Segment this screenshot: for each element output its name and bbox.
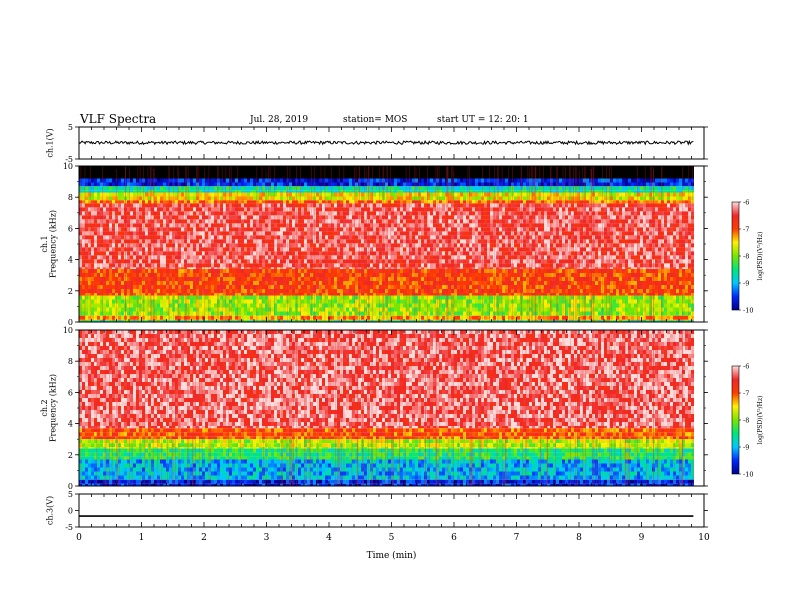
ch2-spectrogram-colorbar-tick: -8: [743, 417, 749, 425]
ch2-spectrogram-y-axis: 0 2 4 6 8 10 ch.2Frequency (kHz): [40, 326, 708, 491]
ch1-waveform-trace: [78, 139, 694, 146]
ch2-spectrogram-colorbar: -6 -7 -8 -9 -10 log(PSD)(V²/Hz): [731, 363, 764, 479]
ch2-spectrogram-image: [79, 330, 694, 486]
ch1-spectrogram-colorbar-tick: -6: [743, 199, 749, 207]
ch1-spectrogram-y-axis: 0 2 4 6 8 10 ch.1Frequency (kHz): [40, 162, 708, 327]
ch2-spectrogram-ytick-label: 8: [68, 357, 73, 366]
chart-title: VLF Spectra: [80, 112, 157, 126]
ch1-spectrogram-ytick-label: 8: [68, 193, 73, 202]
ch2-spectrogram-colorbar-tick: -10: [743, 471, 753, 479]
xtick-label: 3: [264, 533, 270, 543]
ch1-spectrogram-ytick-label: 2: [68, 287, 73, 296]
xtick-label: 5: [389, 533, 395, 543]
ch2-spectrogram-ylabel: ch.2Frequency (kHz): [40, 374, 58, 442]
ch1-spectrogram-colorbar-label: log(PSD)(V²/Hz): [757, 232, 764, 281]
ch2-spectrogram-colorbar-tick: -9: [743, 444, 749, 452]
header-station: station= MOS: [343, 115, 408, 125]
ch2-spectrogram-ytick-label: 2: [68, 451, 73, 460]
ch3-waveform-ytick-label: 0: [68, 507, 73, 516]
xtick-label: 0: [76, 533, 82, 543]
ch1-spectrogram-colorbar-scale: [731, 201, 740, 311]
ch1-waveform-panel: [78, 126, 705, 160]
time-axis-label: Time (min): [367, 550, 417, 561]
ch1-spectrogram-image: [79, 166, 694, 322]
ch1-spectrogram-ytick-label: 0: [68, 318, 73, 327]
ch1-waveform-ytick-label: -5: [65, 155, 73, 164]
ch2-spectrogram-ytick-label: 0: [68, 482, 73, 491]
ch1-waveform-ytick-label: 5: [68, 123, 73, 132]
xtick-label: 8: [576, 533, 582, 543]
time-axis: 0 1 2 3 4 5 6 7 8 9 10 Time (min): [76, 533, 710, 561]
ch3-waveform-ytick-label: 5: [68, 490, 73, 499]
ch2-spectrogram-colorbar-tick: -6: [743, 363, 749, 371]
ch1-spectrogram-colorbar-tick: -10: [743, 307, 753, 315]
time-axis-ticks: [78, 166, 705, 322]
header-start-time: start UT = 12: 20: 1: [437, 115, 529, 125]
ch2-spectrogram-ytick-label: 6: [68, 388, 73, 397]
ch1-spectrogram-colorbar-tick: -9: [743, 280, 749, 288]
ch2-spectrogram-colorbar-tick: -7: [743, 390, 749, 398]
xtick-label: 10: [698, 533, 710, 543]
ch2-spectrogram-ytick-label: 4: [68, 420, 73, 429]
xtick-label: 1: [139, 533, 145, 543]
ch1-spectrogram-ylabel: ch.1Frequency (kHz): [40, 210, 58, 278]
ch3-waveform-ylabel: ch.3(V): [45, 496, 54, 525]
time-axis-ticks: [78, 494, 705, 527]
xtick-label: 9: [639, 533, 645, 543]
ch2-spectrogram-colorbar-scale: [731, 365, 740, 475]
xtick-label: 4: [326, 533, 332, 543]
ch1-spectrogram-colorbar-tick: -7: [743, 226, 749, 234]
header-date: Jul. 28, 2019: [250, 115, 309, 125]
ch1-spectrogram-colorbar: -6 -7 -8 -9 -10 log(PSD)(V²/Hz): [731, 199, 764, 315]
time-axis-ticks: [78, 330, 705, 486]
ch3-waveform-ytick-label: -5: [65, 523, 73, 532]
ch1-waveform-ylabel: ch.1(V): [45, 128, 54, 157]
ch2-spectrogram-panel: [78, 329, 705, 487]
ch1-spectrogram-ytick-label: 10: [63, 162, 73, 171]
ch2-spectrogram-ytick-label: 10: [63, 326, 73, 335]
ch1-spectrogram-ytick-label: 6: [68, 224, 73, 233]
ch3-waveform-y-axis: 5 0 -5 ch.3(V): [45, 490, 708, 532]
xtick-label: 6: [451, 533, 457, 543]
time-axis-ticks: [78, 127, 705, 159]
ch1-waveform-y-axis: 5 -5 ch.1(V): [45, 123, 708, 164]
xtick-label: 2: [201, 533, 207, 543]
ch1-spectrogram-ytick-label: 4: [68, 256, 73, 265]
ch1-spectrogram-colorbar-tick: -8: [743, 253, 749, 261]
ch2-spectrogram-colorbar-label: log(PSD)(V²/Hz): [757, 396, 764, 445]
ch1-spectrogram-panel: [78, 165, 705, 323]
xtick-label: 7: [514, 533, 520, 543]
